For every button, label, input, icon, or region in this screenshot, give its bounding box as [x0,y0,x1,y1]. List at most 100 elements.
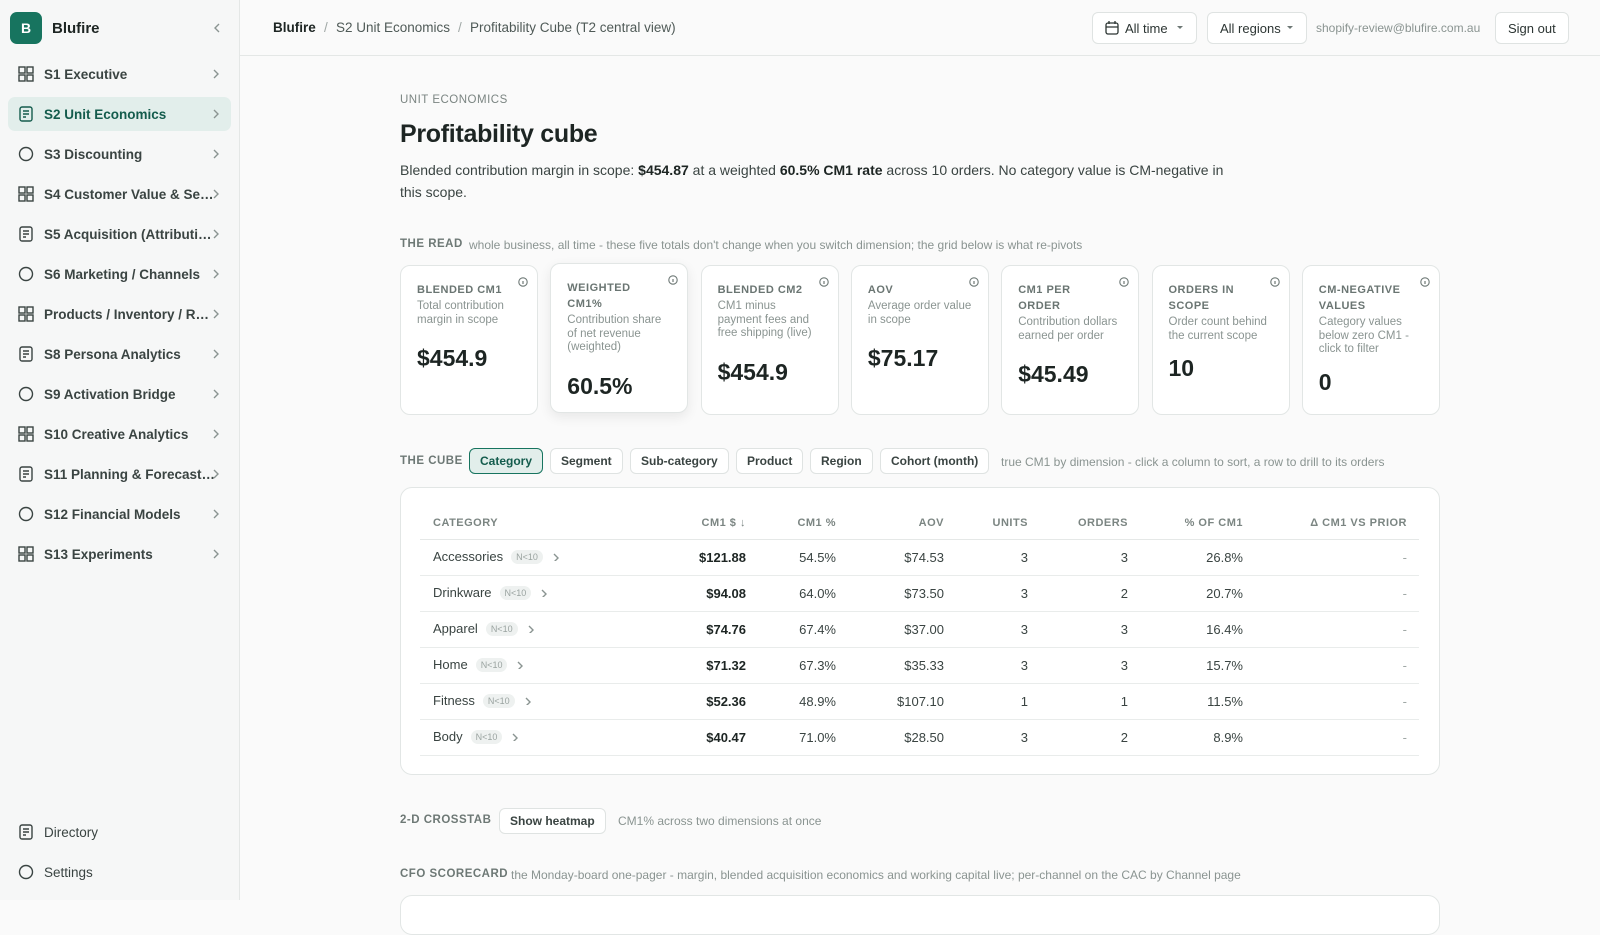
kpi-title: WEIGHTED CM1% [567,282,631,310]
nav-item[interactable]: S10 Creative Analytics [8,417,231,451]
nav-item[interactable]: S12 Financial Models [8,497,231,531]
main: UNIT ECONOMICS Profitability cube Blended … [400,94,1440,935]
dimension-tab[interactable]: Category [469,448,544,474]
info-icon [969,277,979,287]
info-icon [1420,277,1430,287]
table-cell: 67.3% [799,658,836,673]
table-cell[interactable]: Body N<10 [433,729,519,744]
nav-item[interactable]: S8 Persona Analytics [8,337,231,371]
nav-item[interactable]: Products / Inventory / R… [8,297,231,331]
table-cell[interactable]: Home N<10 [433,657,524,672]
kpi-card: ORDERS IN SCOPE Order count behind the cu… [1151,265,1290,415]
sign-out[interactable]: Sign out [1495,12,1569,44]
nav-item[interactable]: S13 Experiments [8,537,231,571]
table-cell[interactable]: Apparel N<10 [433,621,534,636]
nav-icon [18,546,34,562]
date-filter[interactable]: All time [1092,12,1197,44]
table-cell: 2 [1120,730,1128,745]
kpi-value: 10 [1168,355,1195,381]
footer-nav-item[interactable]: Directory [8,815,231,849]
table-cell: $121.88 [699,550,746,565]
column-header[interactable]: % OF CM1 [1184,517,1243,529]
chevron [517,661,524,671]
table-cell: - [1402,694,1407,709]
divider [420,539,1419,540]
nav-icon [18,426,34,442]
kpi-card: BLENDED CM1 Total contribution margin in … [400,265,538,415]
chevron [213,549,219,559]
nav-item[interactable]: S3 Discounting [8,137,231,171]
column-header[interactable]: ORDERS [1077,517,1128,529]
kpi-value: 0 [1318,368,1332,395]
nav-item[interactable]: S9 Activation Bridge [8,377,231,411]
table-cell: $94.08 [706,586,746,601]
nav-icon [18,266,34,282]
table-cell: 15.7% [1206,658,1243,673]
nav-label: S8 Persona Analytics [44,346,181,362]
table-cell: 3 [1120,658,1128,673]
dimension-tab[interactable]: Sub-category [630,448,729,474]
column-header[interactable]: CM1 % [797,517,836,529]
table-cell: $37.00 [904,622,944,637]
breadcrumb-separator: / [324,20,328,35]
nav-item[interactable]: S4 Customer Value & Se… [8,177,231,211]
nav-icon [18,146,34,162]
column-header[interactable]: UNITS [992,517,1028,529]
table-cell: $28.50 [904,730,944,745]
page-title: Profitability cube [400,120,598,148]
table-cell: 71.0% [799,730,836,745]
footer-nav-item[interactable]: Settings [8,855,231,889]
nav-item[interactable]: S2 Unit Economics [8,97,231,131]
dimension-tab[interactable]: Segment [550,448,623,474]
table-cell: 3 [1020,730,1028,745]
nav-label: S4 Customer Value & Se… [44,186,214,202]
table-cell: 3 [1020,658,1028,673]
heatmap-button[interactable]: Show heatmap [499,808,606,834]
table-cell[interactable]: Accessories N<10 [433,549,559,564]
column-header[interactable]: AOV [918,517,944,529]
sample-badge: N<10 [475,658,508,672]
nav-label: S10 Creative Analytics [44,426,189,442]
table-card [400,487,1440,775]
chevron [213,509,219,519]
table-cell: $71.32 [706,658,746,673]
nav-item[interactable]: S11 Planning & Forecast… [8,457,231,491]
nav-item[interactable]: S1 Executive [8,57,231,91]
nav-item[interactable]: S5 Acquisition (Attributi… [8,217,231,251]
kpi-card: WEIGHTED CM1% Contribution share of net r… [550,263,689,413]
nav-item[interactable]: S6 Marketing / Channels [8,257,231,291]
dimension-tab[interactable]: Region [810,448,873,474]
chevron [213,149,219,159]
nav-icon [18,306,34,322]
nav-label: S13 Experiments [44,546,153,562]
table-cell[interactable]: Drinkware N<10 [433,585,548,600]
kpi-title: CM-NEGATIVE VALUES [1318,284,1401,312]
breadcrumb[interactable]: S2 Unit Economics [336,20,451,35]
table-cell[interactable]: Fitness N<10 [433,693,531,708]
category-name: Fitness [433,693,475,708]
kpi-value: $454.9 [417,345,488,371]
column-header[interactable]: Δ CM1 VS PRIOR [1310,517,1407,529]
category-name: Apparel [433,621,478,636]
region-filter-label: All regions [1220,20,1281,36]
user-email: shopify-review@blufire.com.au [1316,21,1481,35]
table-cell: 26.8% [1206,550,1243,565]
breadcrumb[interactable]: Blufire [273,20,316,35]
row-divider [420,719,1419,720]
category-name: Home [433,657,468,672]
chevron [528,625,534,635]
kpi-desc: Contribution dollars earned per order [1018,316,1118,342]
region-filter[interactable]: All regions [1207,12,1307,44]
section-note: CM1% across two dimensions at once [618,814,822,828]
kpi-value: $45.49 [1018,361,1089,387]
table-cell: 16.4% [1206,622,1243,637]
column-header[interactable]: CM1 $ ↓ [701,517,746,529]
breadcrumb-separator: / [458,20,462,35]
collapse-icon [214,23,220,33]
dimension-tab[interactable]: Product [736,448,804,474]
section-label: THE READ [400,238,463,250]
section-label: 2-D CROSSTAB [400,814,492,826]
chevron [213,269,219,279]
nav-label: S12 Financial Models [44,506,181,522]
dimension-tab[interactable]: Cohort (month) [880,448,990,474]
